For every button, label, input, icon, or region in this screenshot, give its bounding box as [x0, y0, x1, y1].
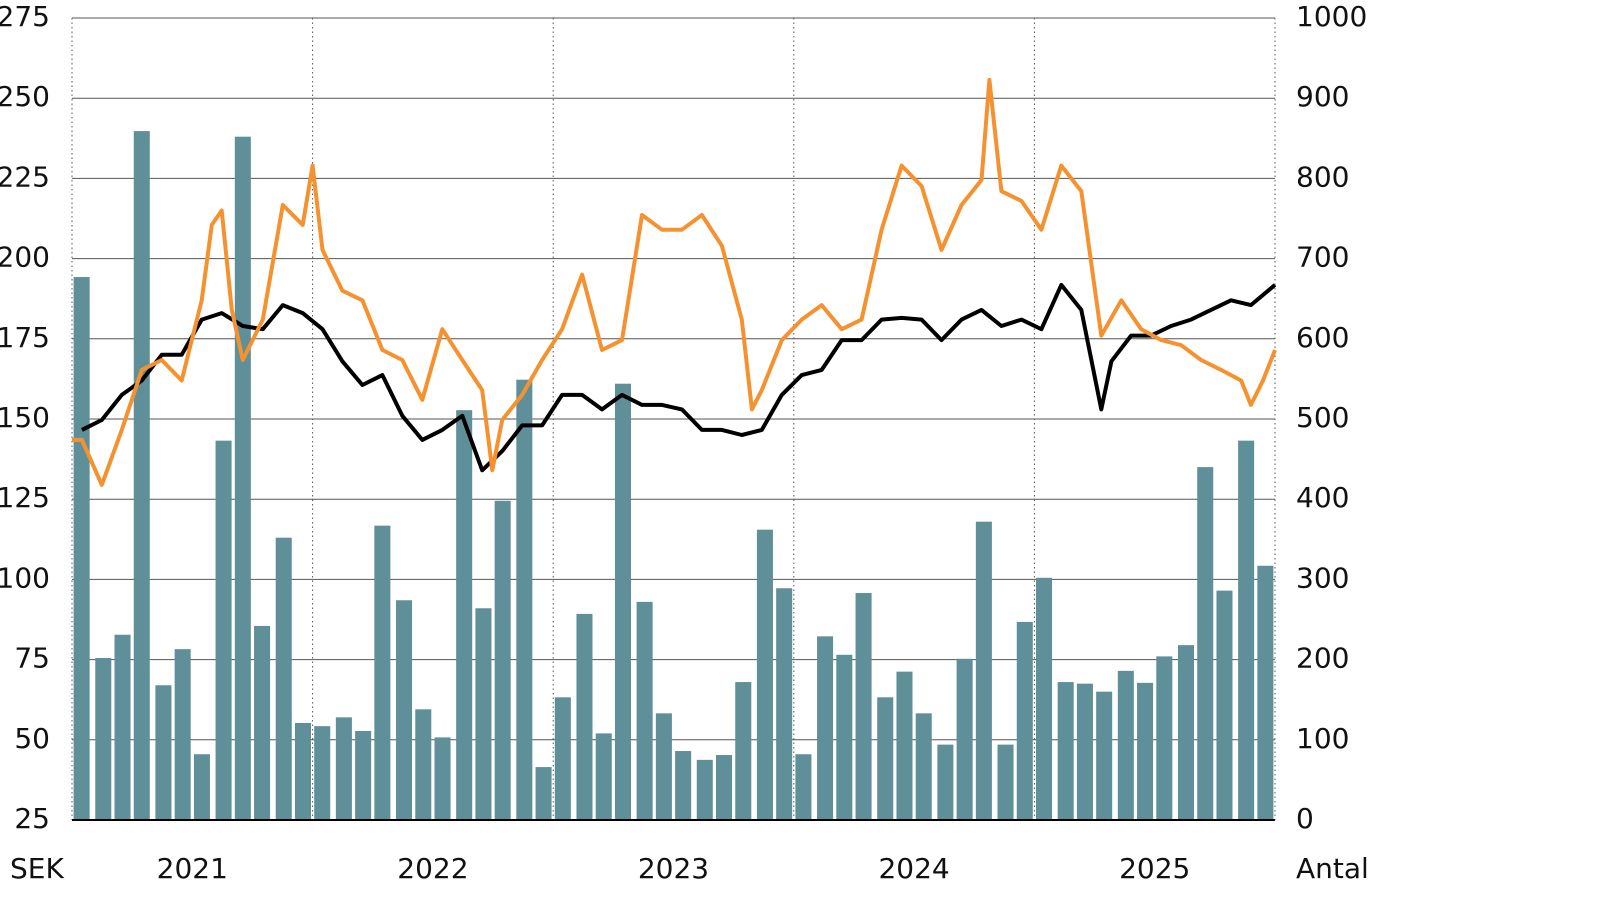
y2-tick-label: 0	[1296, 802, 1314, 835]
bar	[877, 697, 894, 820]
line	[72, 77, 1277, 487]
bar	[776, 588, 793, 820]
y-tick-label: 100	[0, 561, 50, 594]
bar	[756, 529, 773, 820]
y-axis-label: SEK	[10, 852, 64, 885]
bar	[975, 521, 992, 820]
line	[81, 282, 1277, 473]
y2-tick-label: 300	[1296, 561, 1349, 594]
bar	[1137, 682, 1154, 820]
bar	[215, 440, 232, 820]
y2-tick-label: 1000	[1296, 0, 1367, 33]
bar	[355, 730, 372, 820]
x-tick-label: 2021	[157, 852, 228, 885]
bar	[193, 754, 210, 820]
bar	[655, 713, 672, 820]
y2-tick-label: 500	[1296, 401, 1349, 434]
bar	[456, 410, 473, 820]
y-tick-label: 125	[0, 481, 50, 514]
bar	[636, 601, 653, 820]
bar	[415, 709, 432, 820]
bar	[1197, 467, 1214, 820]
y-tick-label: 250	[0, 80, 50, 113]
y-tick-label: 200	[0, 241, 50, 274]
y-tick-label: 225	[0, 160, 50, 193]
bar	[554, 697, 571, 820]
bar	[314, 726, 331, 820]
y-tick-label: 50	[14, 722, 50, 755]
bar	[475, 608, 492, 820]
bar	[1238, 440, 1255, 820]
bar	[896, 671, 913, 820]
bar	[735, 682, 752, 820]
bar	[174, 649, 191, 820]
y2-axis-label: Antal	[1296, 852, 1369, 885]
bar	[836, 654, 853, 820]
bar	[595, 733, 612, 820]
bar	[1016, 621, 1033, 820]
bar	[795, 754, 812, 820]
bar	[1096, 691, 1113, 820]
bar	[1216, 590, 1233, 820]
y2-tick-label: 700	[1296, 241, 1349, 274]
bar	[614, 383, 631, 820]
bar	[997, 744, 1014, 820]
x-tick-label: 2023	[638, 852, 709, 885]
bar	[155, 685, 172, 820]
bar	[434, 737, 451, 820]
bar	[1036, 577, 1053, 820]
bar	[133, 131, 150, 820]
y2-tick-label: 800	[1296, 160, 1349, 193]
bar	[1117, 670, 1134, 820]
bar	[1057, 682, 1074, 820]
bar	[817, 636, 834, 820]
x-tick-label: 2022	[397, 852, 468, 885]
y2-tick-label: 400	[1296, 481, 1349, 514]
bar	[675, 751, 692, 820]
bar	[1257, 565, 1274, 820]
bar	[374, 525, 391, 820]
bar	[937, 744, 954, 820]
bar	[73, 277, 90, 820]
y-tick-label: 275	[0, 0, 50, 33]
bar	[494, 500, 511, 820]
y-tick-label: 75	[14, 642, 50, 675]
y-tick-label: 175	[0, 321, 50, 354]
x-tick-label: 2025	[1119, 852, 1190, 885]
bar	[516, 379, 533, 820]
bar	[114, 634, 131, 820]
x-tick-label: 2024	[878, 852, 949, 885]
bar	[855, 593, 872, 820]
bar	[234, 136, 251, 821]
bar	[716, 755, 733, 820]
bar	[535, 767, 552, 820]
bar	[335, 717, 352, 820]
bar	[95, 657, 112, 820]
bar	[294, 722, 311, 820]
bar	[576, 613, 593, 820]
y-tick-label: 25	[14, 802, 50, 835]
bar	[915, 713, 932, 820]
bar	[956, 658, 973, 820]
y2-tick-label: 900	[1296, 80, 1349, 113]
bar	[1156, 656, 1173, 820]
bar	[254, 625, 271, 820]
bar	[1177, 645, 1194, 820]
y2-tick-label: 100	[1296, 722, 1349, 755]
bar	[1076, 683, 1093, 820]
bar	[275, 537, 292, 820]
y-tick-label: 150	[0, 401, 50, 434]
bar	[396, 600, 413, 820]
y2-tick-label: 200	[1296, 642, 1349, 675]
y2-tick-label: 600	[1296, 321, 1349, 354]
bar	[696, 759, 713, 820]
